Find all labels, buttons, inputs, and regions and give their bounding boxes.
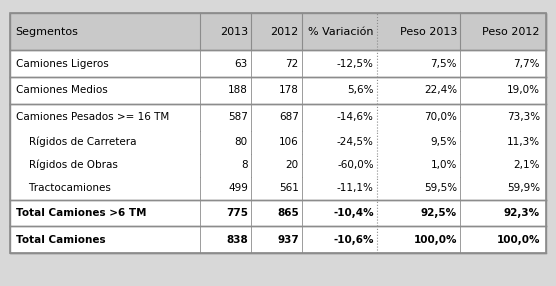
Text: 7,7%: 7,7% <box>514 59 540 69</box>
Bar <box>10 13 546 50</box>
Text: Segmentos: Segmentos <box>16 27 78 37</box>
Text: 937: 937 <box>277 235 299 245</box>
Text: Peso 2013: Peso 2013 <box>400 27 457 37</box>
Text: 587: 587 <box>228 112 248 122</box>
Text: 499: 499 <box>228 183 248 193</box>
Text: 9,5%: 9,5% <box>430 137 457 147</box>
Text: % Variación: % Variación <box>309 27 374 37</box>
Bar <box>10 13 546 253</box>
Text: 20: 20 <box>286 160 299 170</box>
Text: 100,0%: 100,0% <box>497 235 540 245</box>
Text: 72: 72 <box>286 59 299 69</box>
Text: 70,0%: 70,0% <box>424 112 457 122</box>
Text: 92,5%: 92,5% <box>421 208 457 218</box>
Text: 1,0%: 1,0% <box>430 160 457 170</box>
Text: 7,5%: 7,5% <box>430 59 457 69</box>
Text: 775: 775 <box>226 208 248 218</box>
Text: 838: 838 <box>226 235 248 245</box>
Text: 73,3%: 73,3% <box>507 112 540 122</box>
Text: 5,6%: 5,6% <box>348 86 374 96</box>
Text: 100,0%: 100,0% <box>414 235 457 245</box>
Text: 80: 80 <box>235 137 248 147</box>
Text: 63: 63 <box>235 59 248 69</box>
Text: -10,6%: -10,6% <box>333 235 374 245</box>
Text: Rígidos de Obras: Rígidos de Obras <box>16 160 117 170</box>
Text: 59,9%: 59,9% <box>507 183 540 193</box>
Text: 2013: 2013 <box>220 27 248 37</box>
Text: -10,4%: -10,4% <box>333 208 374 218</box>
Text: 561: 561 <box>279 183 299 193</box>
Text: Camiones Ligeros: Camiones Ligeros <box>16 59 108 69</box>
Text: Tractocamiones: Tractocamiones <box>16 183 111 193</box>
Text: 8: 8 <box>241 160 248 170</box>
Text: 188: 188 <box>228 86 248 96</box>
Text: Camiones Medios: Camiones Medios <box>16 86 107 96</box>
Text: 865: 865 <box>277 208 299 218</box>
Text: 59,5%: 59,5% <box>424 183 457 193</box>
Text: -11,1%: -11,1% <box>337 183 374 193</box>
Text: 19,0%: 19,0% <box>507 86 540 96</box>
Text: 11,3%: 11,3% <box>507 137 540 147</box>
Text: -14,6%: -14,6% <box>337 112 374 122</box>
Text: Peso 2012: Peso 2012 <box>483 27 540 37</box>
Text: 178: 178 <box>279 86 299 96</box>
Text: -24,5%: -24,5% <box>337 137 374 147</box>
Text: 2,1%: 2,1% <box>514 160 540 170</box>
Text: 2012: 2012 <box>271 27 299 37</box>
Text: Camiones Pesados >= 16 TM: Camiones Pesados >= 16 TM <box>16 112 169 122</box>
Text: Total Camiones >6 TM: Total Camiones >6 TM <box>16 208 146 218</box>
Text: -12,5%: -12,5% <box>337 59 374 69</box>
Text: 106: 106 <box>279 137 299 147</box>
Bar <box>10 13 546 253</box>
Text: 687: 687 <box>279 112 299 122</box>
Text: Rígidos de Carretera: Rígidos de Carretera <box>16 137 136 147</box>
Text: Total Camiones: Total Camiones <box>16 235 105 245</box>
Text: -60,0%: -60,0% <box>337 160 374 170</box>
Text: 22,4%: 22,4% <box>424 86 457 96</box>
Text: 92,3%: 92,3% <box>504 208 540 218</box>
